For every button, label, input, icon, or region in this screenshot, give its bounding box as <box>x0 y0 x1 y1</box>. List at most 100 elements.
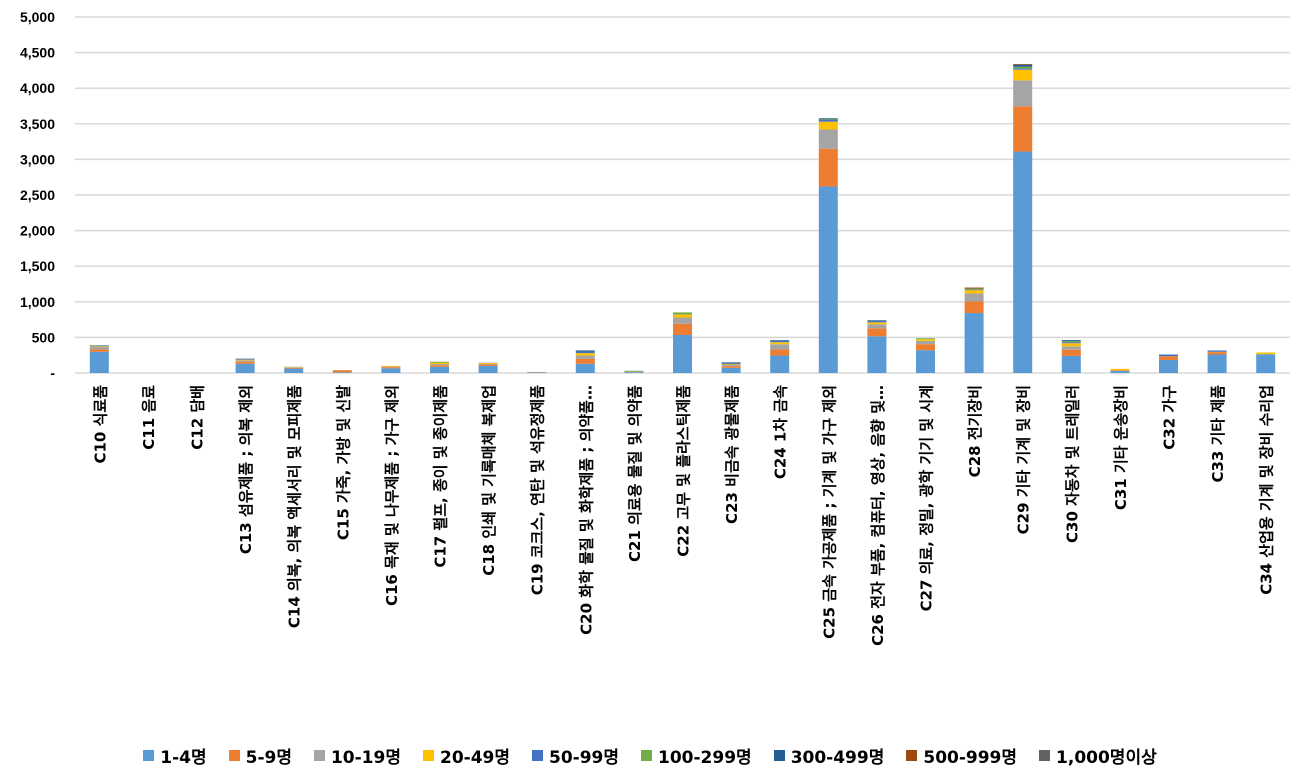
bar-segment <box>867 324 887 329</box>
legend-item: 100-299명 <box>641 743 752 768</box>
bar-segment <box>673 314 692 318</box>
legend-item: 300-499명 <box>773 743 884 768</box>
bar-segment <box>1061 346 1081 350</box>
bar-segment <box>575 358 595 364</box>
x-tick-label: C30 자동차 및 트레일러 <box>1063 385 1081 543</box>
x-tick-label: C15 가죽, 가방 및 신발 <box>334 385 352 540</box>
bar-segment <box>1013 106 1033 152</box>
bar-segment <box>818 186 838 373</box>
bar-segment <box>1061 340 1081 342</box>
bar-segment <box>235 359 255 361</box>
legend-label: 10-19명 <box>330 748 401 768</box>
x-tick-label: C25 금속 가공제품 ; 기계 및 가구 제외 <box>820 385 838 639</box>
bar-segment <box>527 372 547 373</box>
bar-segment <box>1061 343 1081 347</box>
legend-item: 1-4명 <box>143 743 207 768</box>
x-tick-label: C16 목재 및 나무제품 ; 가구 제외 <box>383 385 401 606</box>
bar-segment <box>1061 355 1081 373</box>
bar-segment <box>1207 352 1227 355</box>
legend-label: 1,000명이상 <box>1056 748 1157 768</box>
bar-segment <box>430 361 449 363</box>
x-tick-label: C10 식료품 <box>91 385 109 464</box>
bar-segment <box>89 349 109 352</box>
y-tick-label: 4,000 <box>20 80 55 96</box>
bar-segment <box>770 355 790 373</box>
legend-item: 20-49명 <box>422 743 510 768</box>
bar-segment <box>818 118 838 119</box>
bar-segment <box>430 366 449 373</box>
legend-item: 5-9명 <box>228 743 292 768</box>
bar-segment <box>673 312 692 315</box>
bar-segment <box>1013 63 1033 65</box>
bar-segment <box>867 336 887 373</box>
bar-segment <box>964 293 984 302</box>
y-tick-label: - <box>50 365 55 381</box>
bar-segment <box>235 361 255 364</box>
x-tick-label: C17 펄프, 종이 및 종이제품 <box>432 385 450 568</box>
bar-segment <box>575 355 595 359</box>
bar-segment <box>916 338 935 340</box>
legend-swatch <box>532 750 543 761</box>
y-tick-label: 500 <box>32 329 56 345</box>
bar-segment <box>381 365 401 367</box>
bar-segment <box>89 351 109 373</box>
bar-segment <box>284 367 304 368</box>
bar-segment <box>770 340 790 341</box>
bar-segment <box>624 372 644 373</box>
x-tick-label: C32 가구 <box>1161 385 1179 450</box>
bar-segment <box>478 363 498 365</box>
x-tick-label: C18 인쇄 및 기록매체 복제업 <box>480 385 498 576</box>
x-tick-label: C24 1차 금속 <box>772 385 790 479</box>
bar-segment <box>818 119 838 122</box>
bar-segment <box>673 323 692 335</box>
stacked-bar-chart: - 500 1,000 1,500 2,000 2,500 3,000 3,500 4,000 4… <box>20 9 1290 646</box>
y-tick-label: 2,500 <box>20 187 55 203</box>
bar-segment <box>1207 350 1227 352</box>
x-tick-label: C31 기타 운송장비 <box>1112 385 1130 510</box>
x-tick-label: C23 비금속 광물제품 <box>723 385 741 524</box>
legend-label: 500-999명 <box>923 748 1018 768</box>
x-tick-label: C21 의료용 물질 및 의약품 <box>626 385 644 562</box>
bar-segment <box>721 367 741 373</box>
bar-segment <box>430 364 449 366</box>
bar-segment <box>1013 69 1033 81</box>
bar-segment <box>964 301 984 314</box>
bar-segment <box>916 340 935 345</box>
bar-segment <box>673 317 692 324</box>
bar-segment <box>1061 349 1081 356</box>
x-tick-label: C34 산업용 기계 및 장비 수리업 <box>1258 385 1276 595</box>
x-tick-label: C22 고무 및 플라스틱제품 <box>675 385 693 557</box>
bar-segment <box>770 349 790 356</box>
x-tick-label: C33 기타 제품 <box>1209 385 1227 483</box>
bar-segment <box>818 121 838 130</box>
bar-segment <box>89 347 109 350</box>
legend-label: 5-9명 <box>245 748 292 768</box>
y-tick-label: 4,500 <box>20 45 55 61</box>
x-tick-label: C12 담배 <box>189 385 207 450</box>
bar-segment <box>235 360 255 362</box>
bar-segment <box>1013 64 1033 67</box>
bar-segment <box>478 364 498 366</box>
x-tick-label: C26 전자 부품, 컴퓨터, 영상, 음향 및… <box>869 385 887 646</box>
bar-segment <box>430 362 449 365</box>
bar-segment <box>916 350 935 373</box>
bar-segment <box>818 118 838 120</box>
bar-segment <box>964 289 984 291</box>
legend-label: 50-99명 <box>549 748 620 768</box>
legend-swatch <box>1039 750 1051 761</box>
bar-segment <box>721 364 741 367</box>
bar-segment <box>1013 151 1033 373</box>
bar-segment <box>89 346 109 348</box>
legend-item: 10-19명 <box>313 743 401 768</box>
bar-segment <box>916 339 935 341</box>
legend-item: 1,000명이상 <box>1039 743 1157 768</box>
legend-item: 500-999명 <box>906 743 1017 768</box>
bar-segment <box>721 363 741 365</box>
bar-segment <box>916 344 935 351</box>
legend-label: 20-49명 <box>439 748 510 768</box>
y-tick-label: 2,000 <box>20 223 55 239</box>
legend: 1-4명 5-9명 10-19명 20-49명 50-99명 100-299명 300-49… <box>0 743 1300 768</box>
y-tick-label: 1,500 <box>20 258 55 274</box>
bar-segment <box>430 365 449 367</box>
